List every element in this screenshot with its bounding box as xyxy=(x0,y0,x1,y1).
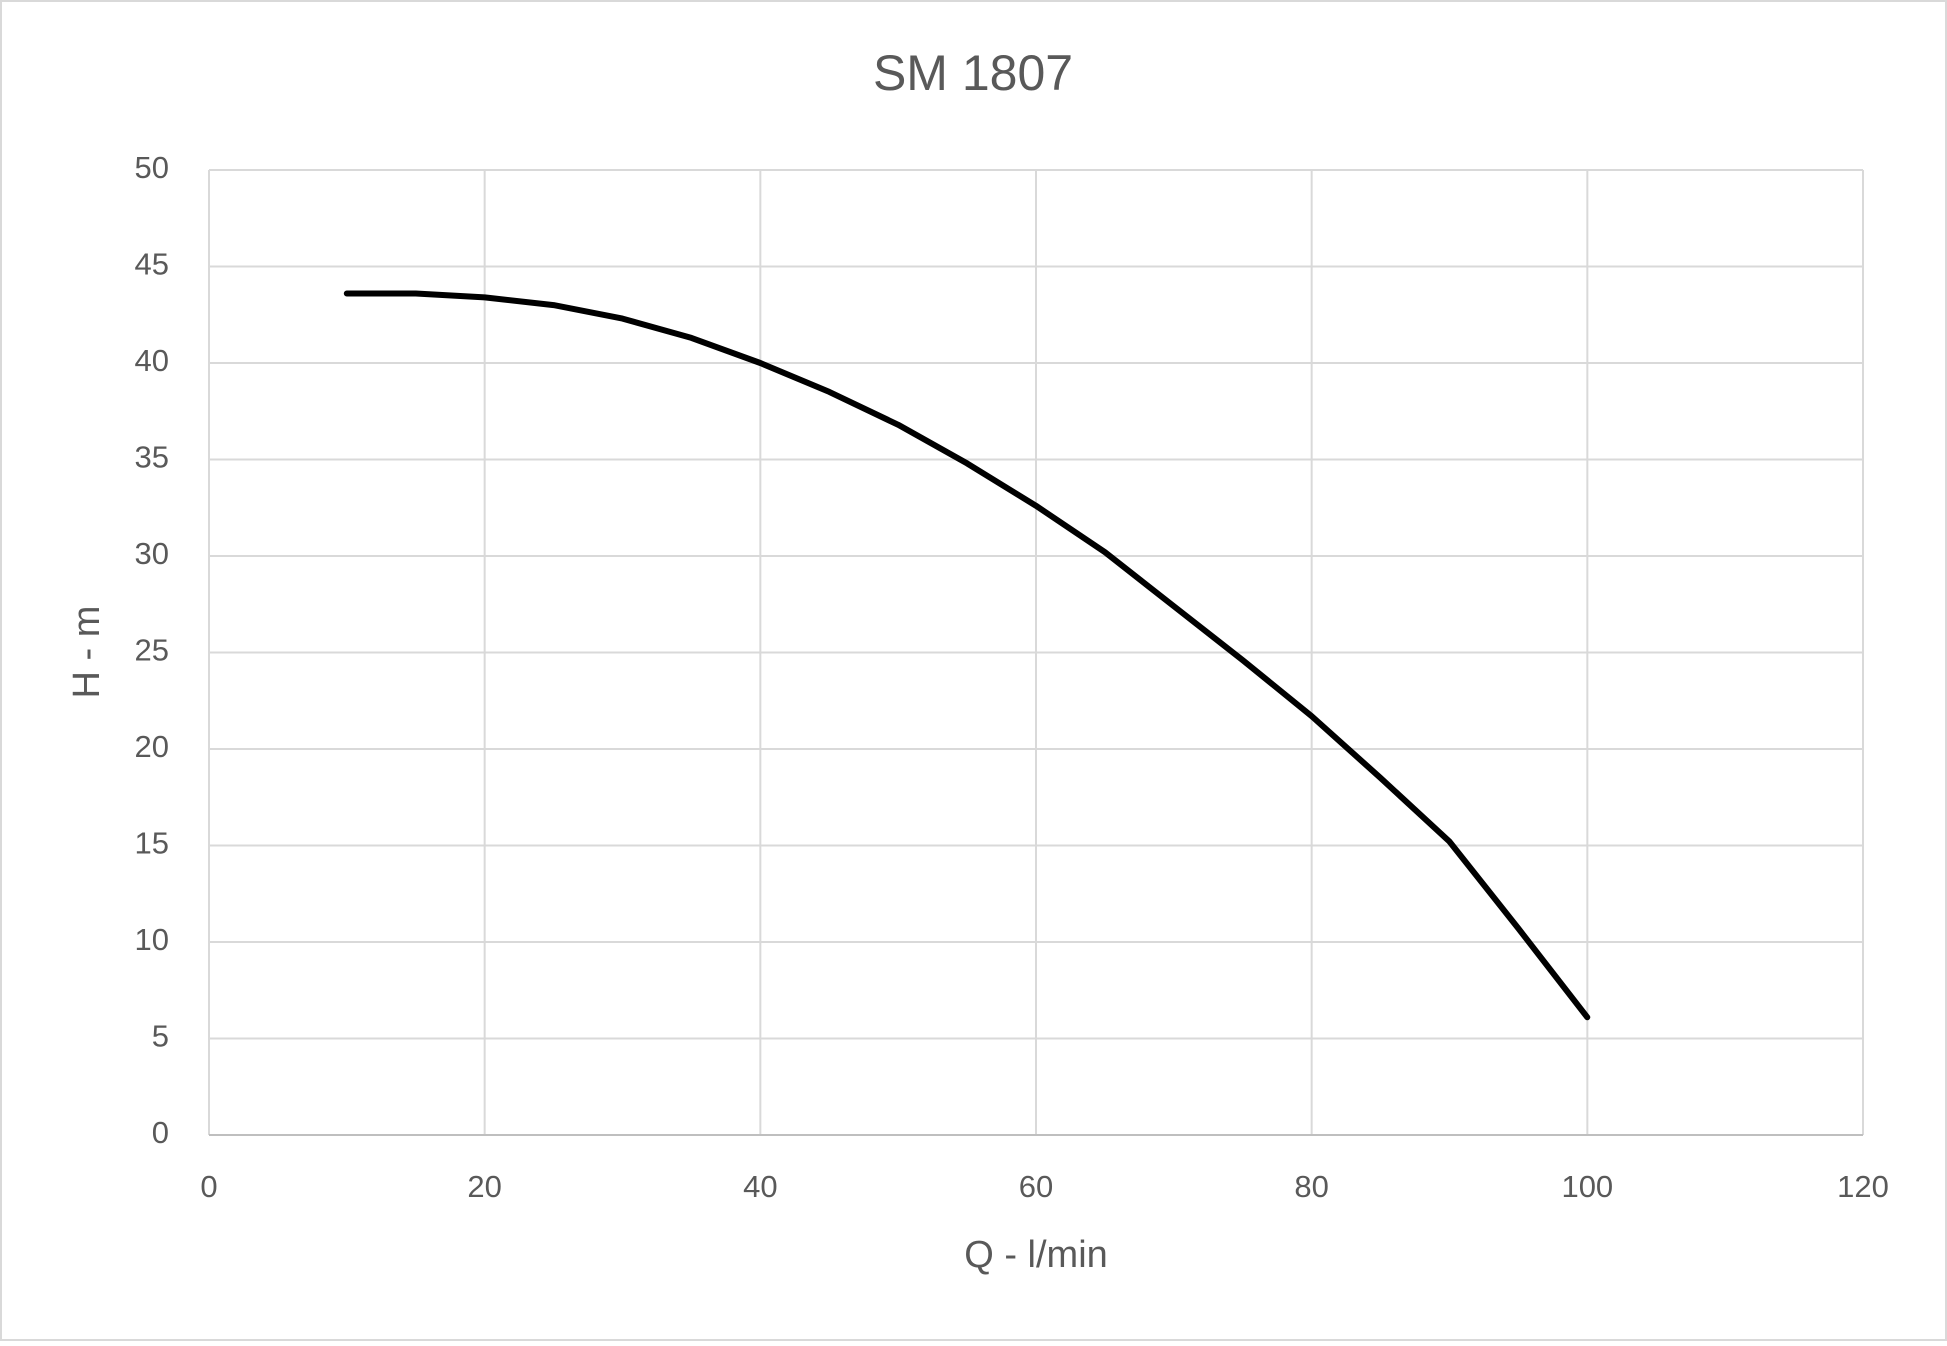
y-tick-label: 50 xyxy=(135,150,169,185)
y-tick-label: 20 xyxy=(135,729,169,764)
chart-title: SM 1807 xyxy=(873,45,1073,101)
y-tick-label: 45 xyxy=(135,247,169,282)
x-tick-label: 60 xyxy=(1019,1169,1053,1204)
x-tick-label: 40 xyxy=(743,1169,777,1204)
data-line xyxy=(343,290,1591,1021)
x-tick-label: 20 xyxy=(467,1169,501,1204)
y-tick-label: 40 xyxy=(135,343,169,378)
y-tick-label: 35 xyxy=(135,440,169,475)
y-tick-label: 5 xyxy=(152,1019,169,1054)
x-tick-label: 100 xyxy=(1561,1169,1613,1204)
y-axis-label: H - m xyxy=(66,606,108,699)
y-tick-label: 25 xyxy=(135,633,169,668)
x-tick-label: 80 xyxy=(1294,1169,1328,1204)
x-tick-label: 120 xyxy=(1837,1169,1889,1204)
y-tick-label: 10 xyxy=(135,922,169,957)
x-axis-label: Q - l/min xyxy=(964,1234,1108,1276)
y-tick-label: 30 xyxy=(135,536,169,571)
x-tick-label: 0 xyxy=(200,1169,217,1204)
y-tick-label: 0 xyxy=(152,1115,169,1150)
y-tick-label: 15 xyxy=(135,826,169,861)
